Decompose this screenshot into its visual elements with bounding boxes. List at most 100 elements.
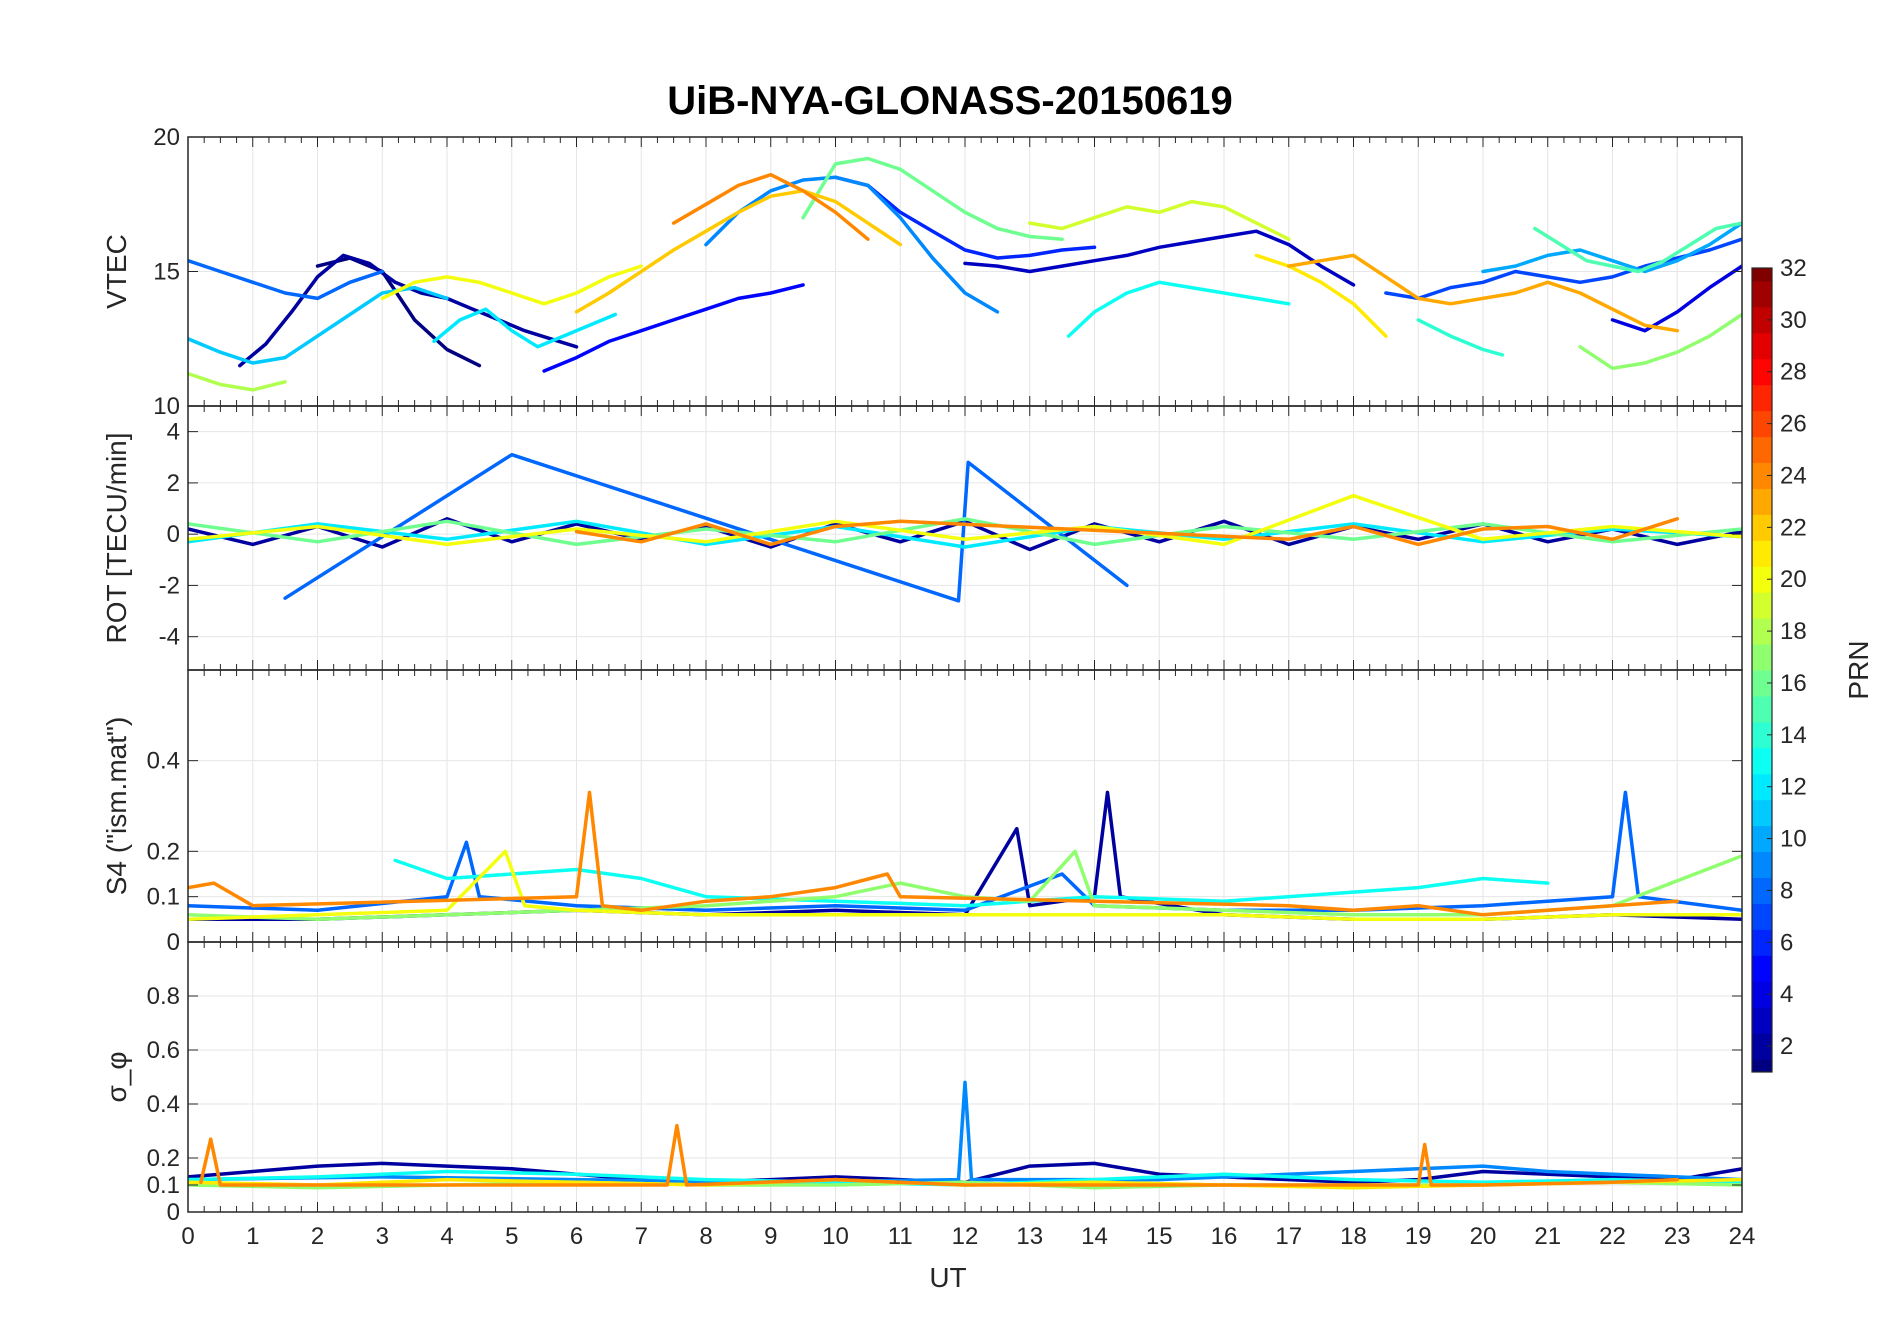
colorbar-tick-label: 24 — [1780, 462, 1807, 489]
colorbar-swatch — [1752, 644, 1772, 671]
colorbar-swatch — [1752, 981, 1772, 1008]
series-line-prn-20 — [380, 264, 644, 306]
x-tick-label: 5 — [505, 1223, 518, 1250]
colorbar-tick-label: 26 — [1780, 411, 1807, 438]
colorbar-swatch — [1752, 903, 1772, 930]
series-group — [188, 156, 1742, 392]
colorbar-swatch — [1752, 514, 1772, 541]
y-tick-label: 0 — [167, 929, 180, 956]
x-tick-label: 10 — [822, 1223, 849, 1250]
y-tick-label: -2 — [159, 572, 180, 599]
series-line-prn-23 — [1287, 253, 1680, 333]
colorbar-swatch — [1752, 695, 1772, 723]
colorbar-tick-label: 10 — [1780, 826, 1807, 853]
series-line-prn-21 — [1254, 253, 1388, 338]
colorbar-tick-label: 22 — [1780, 514, 1807, 541]
y-tick-label: 0.6 — [147, 1037, 180, 1064]
colorbar-tick-label: 4 — [1780, 981, 1793, 1008]
x-tick-label: 6 — [570, 1223, 583, 1250]
x-tick-label: 4 — [440, 1223, 453, 1250]
colorbar-swatch — [1752, 825, 1772, 853]
y-tick-label: -4 — [159, 624, 180, 651]
series-line-prn-9 — [188, 1080, 1742, 1185]
y-tick-label: 4 — [167, 419, 180, 446]
colorbar-frame — [1751, 267, 1773, 1073]
colorbar-swatch — [1752, 618, 1772, 645]
colorbar-swatch — [1752, 488, 1772, 515]
colorbar-swatch — [1752, 384, 1772, 412]
colorbar-swatch — [1752, 358, 1772, 386]
series-line-prn-12 — [432, 307, 618, 349]
colorbar-swatch — [1752, 1007, 1772, 1034]
series-line-prn-5 — [542, 283, 805, 373]
x-tick-label: 17 — [1275, 1223, 1302, 1250]
colorbar-tick-label: 28 — [1780, 359, 1807, 386]
x-tick-label: 13 — [1016, 1223, 1043, 1250]
x-tick-label: 11 — [888, 1223, 913, 1250]
series-line-prn-18 — [188, 371, 287, 392]
colorbar-label: PRN — [1843, 640, 1874, 699]
x-tick-label: 20 — [1470, 1223, 1497, 1250]
series-line-prn-14 — [1416, 318, 1505, 357]
colorbar-swatch — [1752, 955, 1772, 982]
x-tick-label: 3 — [376, 1223, 389, 1250]
x-tick-label: 12 — [952, 1223, 979, 1250]
colorbar-tick-label: 16 — [1780, 670, 1807, 697]
y-axis-label: ROT [TECU/min] — [101, 432, 132, 643]
x-axis: 0 1 2 3 4 5 6 7 8 9 10 11 12 13 14 15 16 17 18 19 20 21 22 23 24 — [181, 1223, 1755, 1250]
y-tick-label: 15 — [153, 259, 180, 286]
y-tick-label: 0.1 — [147, 884, 180, 911]
x-tick-label: 1 — [246, 1223, 259, 1250]
colorbar-swatch — [1752, 670, 1772, 697]
colorbar-swatch — [1752, 877, 1772, 904]
x-tick-label: 14 — [1081, 1223, 1108, 1250]
colorbar-swatch — [1752, 1033, 1772, 1060]
colorbar-swatch — [1752, 773, 1772, 801]
y-tick-label: 0.2 — [147, 838, 180, 865]
series-line-prn-24 — [574, 517, 1680, 547]
x-axis-label: UT — [929, 1262, 966, 1293]
y-tick-label: 0 — [167, 1199, 180, 1226]
colorbar-swatch — [1752, 332, 1772, 360]
figure-title: UiB-NYA-GLONASS-20150619 — [667, 79, 1232, 123]
colorbar-swatch — [1752, 462, 1772, 489]
x-tick-label: 7 — [635, 1223, 648, 1250]
colorbar-swatch — [1752, 436, 1772, 464]
colorbar-tick-label: 2 — [1780, 1033, 1793, 1060]
x-tick-label: 18 — [1340, 1223, 1367, 1250]
colorbar-tick-label: 8 — [1780, 877, 1793, 904]
colorbar-swatch — [1752, 540, 1772, 567]
x-tick-label: 2 — [311, 1223, 324, 1250]
series-line-prn-4 — [1610, 264, 1742, 333]
series-line-prn-20 — [188, 849, 1742, 922]
series-line-prn-17 — [1578, 312, 1742, 371]
series-line-prn-24 — [671, 172, 870, 241]
series-line-prn-10 — [1481, 221, 1742, 274]
y-tick-label: 20 — [153, 124, 180, 151]
colorbar-tick-label: 12 — [1780, 774, 1807, 801]
series-line-prn-24 — [188, 790, 1680, 917]
series-line-prn-3 — [963, 229, 1356, 287]
x-tick-label: 0 — [181, 1223, 194, 1250]
y-tick-label: 2 — [167, 470, 180, 497]
colorbar-swatch — [1752, 929, 1772, 956]
colorbar-swatch — [1752, 268, 1772, 282]
y-tick-label: 0 — [167, 521, 180, 548]
y-axis-label: VTEC — [101, 234, 132, 309]
colorbar-swatch — [1752, 306, 1772, 334]
y-axis-label: S4 ("ism.mat") — [101, 717, 132, 896]
sigma-phi-panel: 00.10.2 0.4 0.6 0.8 σ_φ — [101, 941, 1743, 1226]
series-line-prn-15 — [1533, 221, 1742, 274]
y-tick-label: 0.1 — [147, 1172, 180, 1199]
series-group — [188, 452, 1742, 603]
colorbar-tick-label: 14 — [1780, 722, 1807, 749]
x-tick-label: 16 — [1211, 1223, 1238, 1250]
x-tick-label: 9 — [764, 1223, 777, 1250]
series-line-prn-8 — [188, 258, 385, 301]
colorbar-tick-label: 18 — [1780, 618, 1807, 645]
colorbar-swatch — [1752, 592, 1772, 619]
colorbar-swatch — [1752, 799, 1772, 827]
y-tick-label: 0.8 — [147, 983, 180, 1010]
colorbar-swatch — [1752, 1059, 1772, 1073]
